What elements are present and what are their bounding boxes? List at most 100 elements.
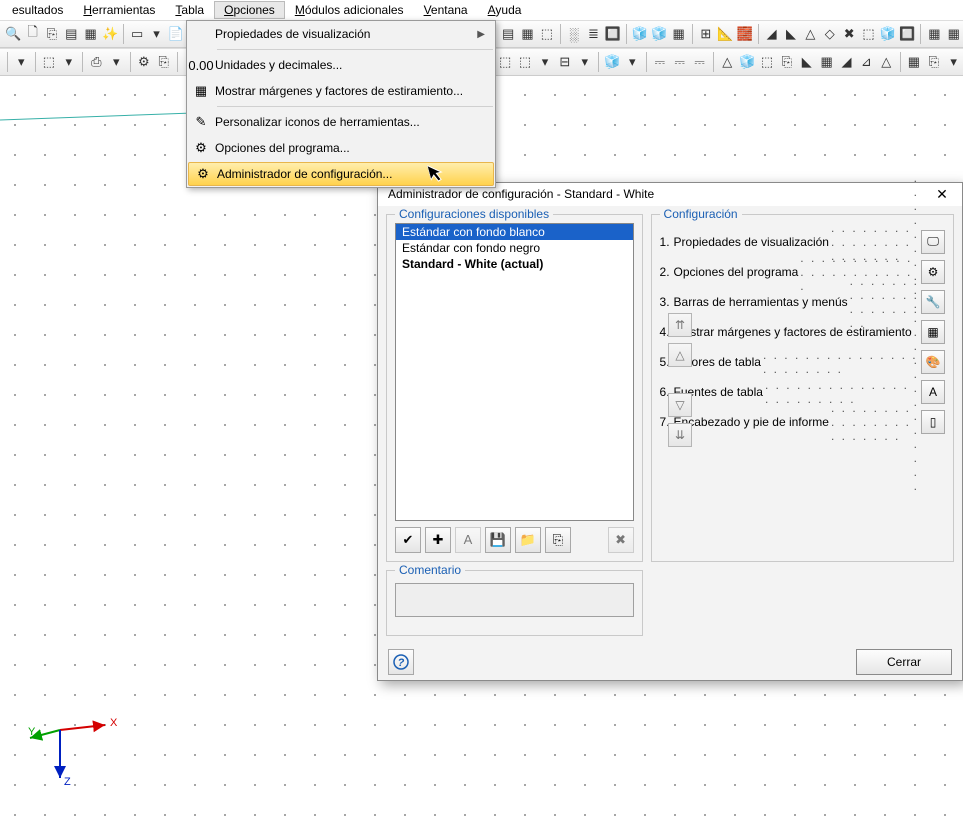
toolbar-button[interactable]: ⎘ bbox=[154, 51, 173, 73]
toolbar-button[interactable]: 🔍 bbox=[4, 23, 22, 45]
reorder-button[interactable]: ⇈ bbox=[668, 313, 692, 337]
toolbar-button[interactable]: ▤ bbox=[499, 23, 517, 45]
menu-resultados[interactable]: esultados bbox=[2, 1, 73, 19]
toolbar-button[interactable]: ⎘ bbox=[43, 23, 61, 45]
toolbar-button[interactable]: ⎓ bbox=[690, 51, 709, 73]
config-item-button[interactable]: 🔧 bbox=[921, 290, 945, 314]
toolbar-button[interactable]: ⬚ bbox=[39, 51, 58, 73]
toolbar-button[interactable]: ▾ bbox=[623, 51, 642, 73]
config-item-button[interactable]: 🖵 bbox=[921, 230, 945, 254]
comment-group: Comentario bbox=[386, 570, 643, 636]
menu-item[interactable]: 0.00Unidades y decimales... bbox=[187, 52, 495, 78]
toolbar-button[interactable]: ▦ bbox=[945, 23, 963, 45]
menu-item-icon: ⚙ bbox=[189, 166, 217, 182]
toolbar-button[interactable]: ▦ bbox=[817, 51, 836, 73]
comment-field[interactable] bbox=[395, 583, 634, 617]
toolbar-button[interactable]: ▦ bbox=[669, 23, 687, 45]
toolbar-button[interactable]: ◢ bbox=[837, 51, 856, 73]
toolbar-button[interactable]: ◣ bbox=[797, 51, 816, 73]
toolbar-button[interactable]: ⬚ bbox=[538, 23, 556, 45]
menu-item[interactable]: ⚙Opciones del programa... bbox=[187, 135, 495, 161]
toolbar-button[interactable]: ▾ bbox=[12, 51, 31, 73]
toolbar-button[interactable]: 📐 bbox=[716, 23, 734, 45]
menu-herramientas[interactable]: Herramientas bbox=[73, 1, 165, 19]
menu-item[interactable]: Propiedades de visualización▶ bbox=[187, 21, 495, 47]
toolbar-button[interactable]: ◢ bbox=[762, 23, 780, 45]
config-listbox[interactable]: Estándar con fondo blancoEstándar con fo… bbox=[395, 223, 634, 521]
menu-ventana[interactable]: Ventana bbox=[414, 1, 478, 19]
close-icon[interactable]: ✕ bbox=[928, 184, 956, 204]
toolbar-button[interactable]: 🧊 bbox=[603, 51, 622, 73]
toolbar-button[interactable]: 🧊 bbox=[650, 23, 668, 45]
menu-tabla[interactable]: Tabla bbox=[165, 1, 214, 19]
toolbar-button[interactable]: ⎙ bbox=[87, 51, 106, 73]
menu-opciones[interactable]: Opciones bbox=[214, 1, 285, 19]
list-tool-button[interactable]: 📁 bbox=[515, 527, 541, 553]
toolbar-button[interactable]: ⎓ bbox=[650, 51, 669, 73]
toolbar-button[interactable]: ⬚ bbox=[516, 51, 535, 73]
menu-modulos[interactable]: Módulos adicionales bbox=[285, 1, 414, 19]
config-item-button[interactable]: ⚙ bbox=[921, 260, 945, 284]
toolbar-button[interactable]: ◇ bbox=[821, 23, 839, 45]
toolbar-button[interactable]: ▾ bbox=[107, 51, 126, 73]
toolbar-button[interactable]: ≣ bbox=[584, 23, 602, 45]
list-item[interactable]: Estándar con fondo blanco bbox=[396, 224, 633, 240]
toolbar-button[interactable]: ▾ bbox=[59, 51, 78, 73]
toolbar-button[interactable]: ▦ bbox=[518, 23, 536, 45]
list-tool-button[interactable]: ⎘ bbox=[545, 527, 571, 553]
toolbar-button[interactable]: ⊟ bbox=[555, 51, 574, 73]
toolbar-button[interactable]: ⎘ bbox=[777, 51, 796, 73]
list-tool-button[interactable]: ✔ bbox=[395, 527, 421, 553]
toolbar-button[interactable]: ⬚ bbox=[758, 51, 777, 73]
list-tool-button[interactable]: ✚ bbox=[425, 527, 451, 553]
reorder-button[interactable]: △ bbox=[668, 343, 692, 367]
cerrar-button[interactable]: Cerrar bbox=[856, 649, 952, 675]
toolbar-button[interactable]: ⬚ bbox=[496, 51, 515, 73]
reorder-button[interactable]: ▽ bbox=[668, 393, 692, 417]
toolbar-button[interactable]: 🔲 bbox=[604, 23, 622, 45]
toolbar-button[interactable]: ▦ bbox=[904, 51, 923, 73]
menu-item[interactable]: ▦Mostrar márgenes y factores de estirami… bbox=[187, 78, 495, 104]
toolbar-button[interactable]: △ bbox=[718, 51, 737, 73]
toolbar-button[interactable]: △ bbox=[877, 51, 896, 73]
toolbar-button[interactable]: ▭ bbox=[128, 23, 146, 45]
toolbar-button[interactable]: ⬚ bbox=[859, 23, 877, 45]
toolbar-button[interactable]: ⎘ bbox=[924, 51, 943, 73]
toolbar-button[interactable]: 📄 bbox=[167, 23, 185, 45]
list-tool-button[interactable]: 💾 bbox=[485, 527, 511, 553]
reorder-buttons: ⇈ △ ▽ ⇊ bbox=[668, 313, 692, 447]
help-button[interactable]: ? bbox=[388, 649, 414, 675]
config-item-button[interactable]: ▯ bbox=[921, 410, 945, 434]
config-item-button[interactable]: ▦ bbox=[921, 320, 945, 344]
toolbar-button[interactable]: ░ bbox=[565, 23, 583, 45]
toolbar-button[interactable]: ▤ bbox=[62, 23, 80, 45]
toolbar-button[interactable]: ▾ bbox=[147, 23, 165, 45]
toolbar-button[interactable]: ▾ bbox=[944, 51, 963, 73]
config-item-button[interactable]: A bbox=[921, 380, 945, 404]
menu-item[interactable]: ✎Personalizar iconos de herramientas... bbox=[187, 109, 495, 135]
list-item[interactable]: Estándar con fondo negro bbox=[396, 240, 633, 256]
toolbar-button[interactable]: ✨ bbox=[101, 23, 119, 45]
toolbar-button[interactable]: ▾ bbox=[536, 51, 555, 73]
toolbar-button[interactable]: ⎓ bbox=[670, 51, 689, 73]
list-item[interactable]: Standard - White (actual) bbox=[396, 256, 633, 272]
toolbar-button[interactable]: ▾ bbox=[575, 51, 594, 73]
toolbar-button[interactable]: △ bbox=[801, 23, 819, 45]
toolbar-button[interactable]: 🧊 bbox=[879, 23, 897, 45]
toolbar-button[interactable]: 🧊 bbox=[631, 23, 649, 45]
toolbar-button[interactable]: ◣ bbox=[782, 23, 800, 45]
menu-ayuda[interactable]: Ayuda bbox=[478, 1, 532, 19]
toolbar-button[interactable]: ✖ bbox=[840, 23, 858, 45]
toolbar-button[interactable]: ⊿ bbox=[857, 51, 876, 73]
dialog-title: Administrador de configuración - Standar… bbox=[388, 187, 928, 201]
toolbar-button[interactable]: ⊞ bbox=[697, 23, 715, 45]
toolbar-button[interactable]: ▦ bbox=[925, 23, 943, 45]
toolbar-button[interactable]: 🧊 bbox=[738, 51, 757, 73]
toolbar-button[interactable]: ▦ bbox=[82, 23, 100, 45]
reorder-button[interactable]: ⇊ bbox=[668, 423, 692, 447]
toolbar-button[interactable]: 🗋 bbox=[23, 23, 41, 45]
config-item-button[interactable]: 🎨 bbox=[921, 350, 945, 374]
toolbar-button[interactable]: 🧱 bbox=[735, 23, 753, 45]
toolbar-button[interactable]: ⚙ bbox=[134, 51, 153, 73]
toolbar-button[interactable]: 🔲 bbox=[898, 23, 916, 45]
